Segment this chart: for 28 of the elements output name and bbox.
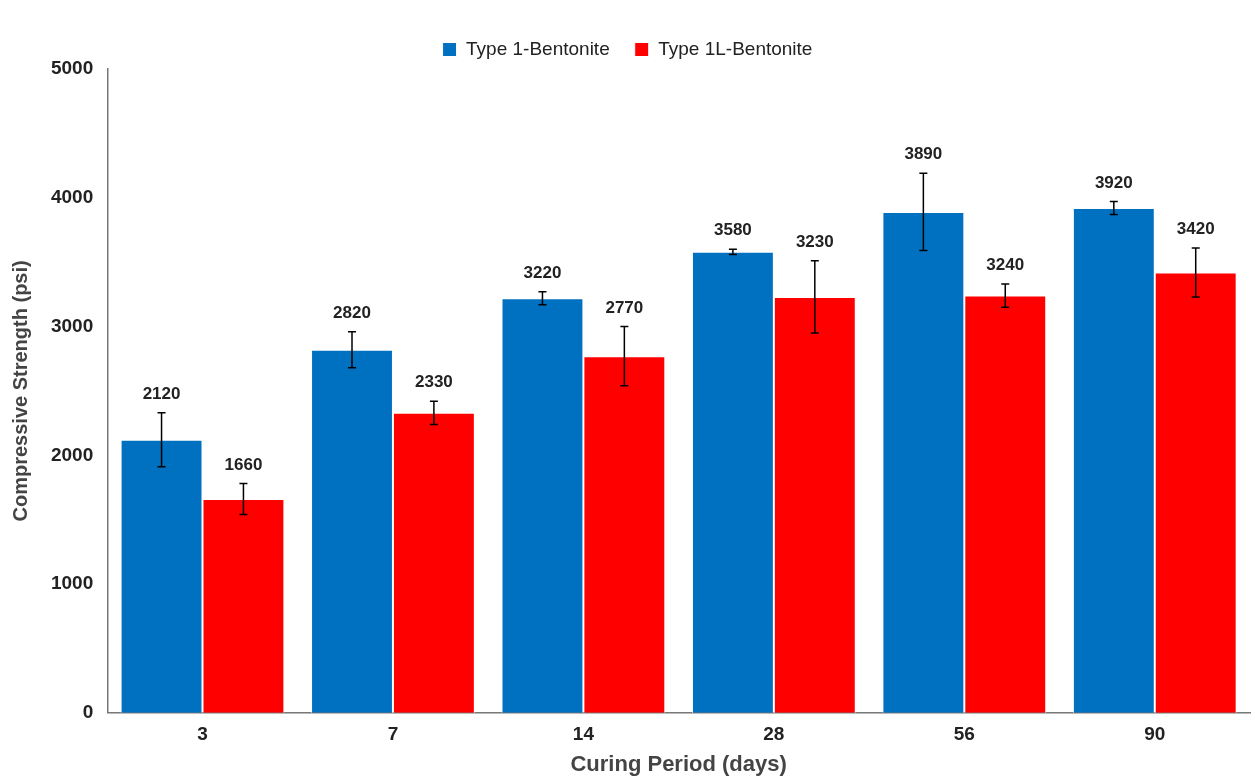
x-tick-label: 90 bbox=[1144, 723, 1166, 745]
legend-label: Type 1L-Bentonite bbox=[658, 37, 813, 59]
legend-label: Type 1-Bentonite bbox=[466, 37, 610, 59]
x-axis-title: Curing Period (days) bbox=[570, 750, 787, 776]
y-tick-label: 1000 bbox=[50, 572, 94, 594]
y-tick-label: 3000 bbox=[50, 314, 94, 336]
data-label: 3420 bbox=[1176, 219, 1215, 239]
x-tick-label: 7 bbox=[387, 723, 399, 745]
data-label: 3230 bbox=[795, 232, 834, 252]
x-tick-label: 14 bbox=[572, 723, 595, 745]
data-label: 2820 bbox=[333, 302, 371, 322]
y-tick-label: 5000 bbox=[50, 57, 94, 79]
data-label: 1660 bbox=[224, 454, 263, 474]
x-tick-label: 3 bbox=[197, 723, 208, 745]
data-label: 3920 bbox=[1094, 172, 1133, 192]
x-tick-label: 56 bbox=[953, 723, 975, 745]
data-label: 2120 bbox=[142, 383, 181, 403]
data-label: 2770 bbox=[605, 297, 644, 317]
data-label: 3240 bbox=[986, 255, 1025, 275]
y-tick-label: 4000 bbox=[50, 185, 94, 207]
data-label: 3220 bbox=[523, 262, 562, 282]
data-label: 3580 bbox=[714, 220, 752, 240]
y-axis-title: Compressive Strength (psi) bbox=[8, 260, 31, 522]
x-tick-label: 28 bbox=[763, 723, 785, 745]
y-tick-label: 2000 bbox=[50, 443, 94, 465]
y-tick-label: 0 bbox=[82, 701, 94, 723]
data-label: 3890 bbox=[904, 144, 943, 164]
data-label: 2330 bbox=[414, 372, 453, 392]
